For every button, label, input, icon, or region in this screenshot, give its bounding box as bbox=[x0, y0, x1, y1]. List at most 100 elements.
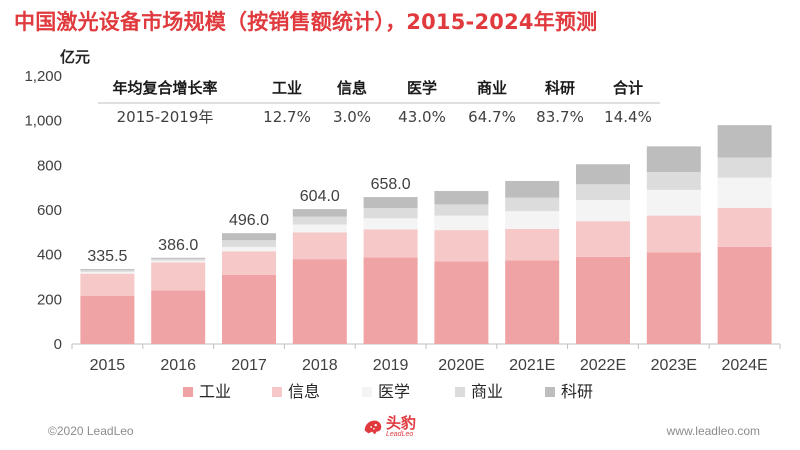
bar-total-label: 496.0 bbox=[229, 212, 269, 229]
website-link[interactable]: www.leadleo.com bbox=[666, 424, 760, 438]
bar-segment bbox=[80, 271, 135, 274]
cagr-table-header: 商业 bbox=[477, 79, 507, 97]
bar-segment bbox=[576, 199, 630, 222]
legend-label: 商业 bbox=[471, 382, 503, 401]
bar-segment bbox=[292, 209, 347, 217]
bar-segment bbox=[717, 207, 772, 247]
bar-segment bbox=[576, 164, 630, 185]
bar-segment bbox=[222, 240, 276, 247]
bar-segment bbox=[363, 197, 418, 209]
x-tick-label: 2021E bbox=[509, 357, 555, 374]
legend-label: 医学 bbox=[378, 382, 410, 401]
x-tick-label: 2024E bbox=[721, 357, 767, 374]
bar-segment bbox=[646, 215, 701, 253]
legend-swatch bbox=[545, 387, 555, 397]
bar-segment bbox=[363, 218, 418, 230]
cagr-table-cell: 43.0% bbox=[398, 108, 446, 126]
x-tick-label: 2019 bbox=[373, 357, 409, 374]
cagr-table-header: 科研 bbox=[545, 79, 575, 97]
y-tick-label: 200 bbox=[37, 291, 62, 308]
y-tick-label: 1,200 bbox=[24, 68, 62, 85]
bar-segment bbox=[576, 184, 630, 200]
bar-segment bbox=[576, 256, 630, 344]
bar-segment bbox=[505, 228, 560, 261]
cagr-table-cell: 3.0% bbox=[333, 108, 371, 126]
bar-segment bbox=[646, 189, 701, 216]
bar-segment bbox=[151, 262, 206, 291]
y-tick-label: 600 bbox=[37, 202, 62, 219]
bar-segment bbox=[292, 232, 347, 260]
y-tick-label: 400 bbox=[37, 247, 62, 264]
bar-segment bbox=[151, 257, 206, 259]
bar-segment bbox=[363, 229, 418, 258]
bar-segment bbox=[363, 208, 418, 219]
brand-logo: 头豹 LeadLeo bbox=[362, 415, 416, 439]
bar-segment bbox=[80, 273, 135, 296]
bar-segment bbox=[222, 274, 276, 344]
bar-segment bbox=[151, 260, 206, 263]
bar-segment bbox=[434, 215, 489, 231]
legend-label: 科研 bbox=[561, 382, 593, 401]
x-tick-label: 2017 bbox=[231, 357, 267, 374]
legend-swatch bbox=[272, 387, 282, 397]
bar-segment bbox=[434, 261, 489, 344]
cagr-table-header: 合计 bbox=[612, 79, 643, 97]
bar-segment bbox=[222, 251, 276, 275]
bar-segment bbox=[434, 230, 489, 262]
cagr-table-cell: 2015-2019年 bbox=[117, 108, 214, 126]
y-tick-label: 1,000 bbox=[24, 113, 62, 130]
bar-segment bbox=[505, 180, 560, 198]
x-tick-label: 2015 bbox=[90, 357, 126, 374]
cagr-table-cell: 14.4% bbox=[604, 108, 652, 126]
bar-segment bbox=[717, 177, 772, 208]
x-tick-label: 2020E bbox=[438, 357, 484, 374]
bar-segment bbox=[151, 290, 206, 344]
bar-segment bbox=[434, 204, 489, 216]
bar-segment bbox=[717, 125, 772, 158]
y-tick-label: 800 bbox=[37, 157, 62, 174]
bar-segment bbox=[717, 246, 772, 344]
cagr-table-header: 医学 bbox=[407, 79, 437, 97]
bar-segment bbox=[646, 252, 701, 344]
leopard-logo-icon bbox=[364, 420, 382, 435]
legend-label: 工业 bbox=[199, 382, 231, 401]
x-tick-label: 2023E bbox=[651, 357, 697, 374]
legend-label: 信息 bbox=[288, 382, 320, 401]
legend-swatch bbox=[183, 387, 193, 397]
bar-segment bbox=[80, 269, 135, 271]
bar-total-label: 386.0 bbox=[158, 237, 198, 254]
y-tick-label: 0 bbox=[54, 336, 62, 353]
bar-segment bbox=[434, 191, 489, 205]
bar-segment bbox=[292, 216, 347, 225]
logo-text-cn: 头豹 bbox=[386, 414, 417, 432]
x-tick-label: 2022E bbox=[580, 357, 626, 374]
legend-swatch bbox=[455, 387, 465, 397]
bar-segment bbox=[151, 258, 206, 261]
bar-segment bbox=[576, 221, 630, 257]
bar-segment bbox=[717, 157, 772, 178]
bar-segment bbox=[80, 270, 135, 272]
bar-segment bbox=[292, 224, 347, 233]
bar-segment bbox=[505, 197, 560, 212]
bar-segment bbox=[222, 246, 276, 252]
y-axis-unit: 亿元 bbox=[60, 48, 90, 66]
legend-swatch bbox=[362, 387, 372, 397]
bar-segment bbox=[292, 259, 347, 344]
cagr-table-cell: 12.7% bbox=[263, 108, 311, 126]
bar-segment bbox=[505, 260, 560, 344]
bar-total-label: 335.5 bbox=[87, 248, 127, 265]
cagr-table-header: 年均复合增长率 bbox=[112, 79, 217, 97]
cagr-table-header: 工业 bbox=[272, 79, 302, 97]
page-title: 中国激光设备市场规模（按销售额统计），2015-2024年预测 bbox=[14, 10, 598, 34]
cagr-table-cell: 83.7% bbox=[536, 108, 584, 126]
bar-segment bbox=[646, 172, 701, 190]
bar-total-label: 658.0 bbox=[371, 176, 411, 193]
x-tick-label: 2018 bbox=[302, 357, 338, 374]
bar-segment bbox=[646, 146, 701, 173]
x-tick-label: 2016 bbox=[160, 357, 196, 374]
bar-segment bbox=[505, 211, 560, 229]
cagr-table-cell: 64.7% bbox=[468, 108, 516, 126]
bar-total-label: 604.0 bbox=[300, 188, 340, 205]
logo-text-en: LeadLeo bbox=[386, 431, 414, 438]
